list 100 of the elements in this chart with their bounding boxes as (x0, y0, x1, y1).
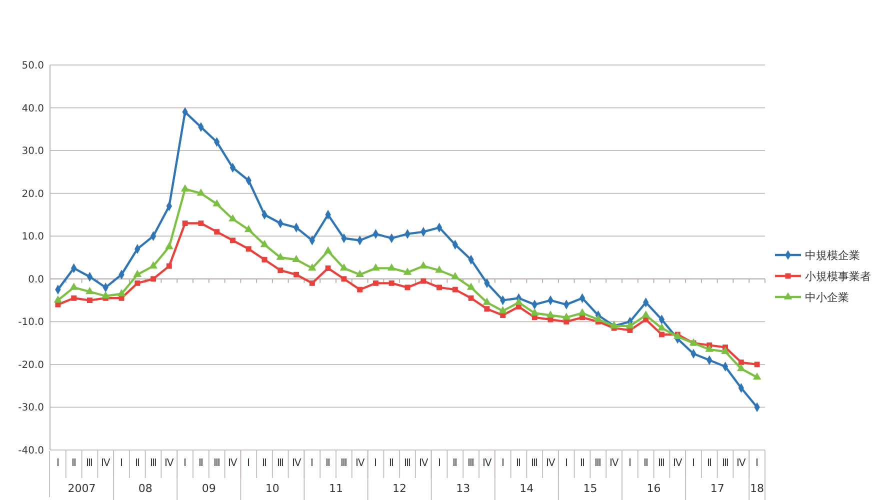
point (466, 282, 476, 290)
point (278, 268, 284, 274)
point (357, 286, 363, 292)
text: 11 (329, 482, 343, 495)
y-tick-label: 50.0 (22, 60, 44, 72)
point (642, 310, 650, 318)
x-tick-label: Ⅲ (213, 458, 220, 469)
x-tick-label: Ⅰ (501, 458, 504, 469)
point (388, 280, 394, 286)
x-tick-label: Ⅰ (247, 458, 250, 469)
point (372, 263, 380, 271)
point (54, 295, 62, 303)
point (514, 298, 523, 305)
point (196, 188, 206, 196)
x-tick-label: Ⅳ (736, 458, 747, 469)
point (101, 291, 110, 298)
point (325, 265, 331, 271)
point (86, 298, 92, 304)
x-tick-label: Ⅲ (150, 458, 157, 469)
x-tick-label: Ⅳ (101, 458, 112, 469)
point (341, 276, 347, 282)
point (435, 266, 444, 273)
point (133, 270, 142, 278)
point (610, 321, 618, 328)
point (244, 224, 253, 232)
y-tick-label: 0.0 (28, 274, 44, 286)
x-tick-label: Ⅳ (292, 458, 302, 469)
point (198, 220, 204, 226)
x-tick-label: Ⅲ (404, 458, 411, 469)
text: 18 (750, 482, 764, 495)
x-tick-label: Ⅲ (594, 458, 602, 469)
x-tick-label: Ⅱ (516, 458, 522, 469)
point (484, 306, 490, 312)
point (230, 238, 236, 244)
point (246, 246, 252, 252)
point (468, 295, 474, 301)
text: 08 (138, 482, 152, 495)
y-tick-label: -30.0 (18, 402, 44, 414)
point (182, 220, 188, 226)
point (294, 272, 300, 278)
x-tick-label: Ⅱ (134, 458, 140, 469)
point (752, 372, 762, 380)
x-tick-label: Ⅱ (262, 458, 267, 469)
point (292, 254, 300, 262)
point (165, 242, 174, 250)
x-tick-label: Ⅱ (326, 458, 331, 469)
point (436, 284, 442, 290)
point (705, 344, 714, 352)
x-tick-label: Ⅱ (198, 458, 204, 469)
point (214, 229, 220, 235)
x-tick-label: Ⅳ (546, 458, 556, 469)
point (594, 314, 602, 322)
point (658, 332, 664, 338)
x-tick-label: Ⅲ (86, 458, 94, 469)
point (452, 286, 458, 292)
point (737, 364, 746, 372)
text: 14 (520, 482, 534, 495)
x-tick-label: Ⅳ (355, 458, 366, 469)
y-tick-label: 30.0 (22, 146, 44, 158)
x-tick-label: Ⅳ (673, 458, 684, 469)
x-tick-label: Ⅳ (482, 458, 492, 469)
point (340, 263, 348, 271)
point (324, 246, 332, 254)
point (70, 282, 78, 290)
point (71, 295, 77, 301)
x-tick-label: Ⅱ (389, 458, 394, 469)
point (372, 280, 378, 286)
point (721, 346, 730, 354)
point (738, 360, 744, 366)
x-tick-label: Ⅰ (120, 458, 123, 469)
text: 2007 (68, 482, 96, 495)
point (498, 306, 507, 314)
x-tick-label: Ⅰ (310, 458, 314, 469)
text: 15 (583, 482, 598, 495)
point (308, 263, 316, 271)
point (117, 289, 126, 296)
x-tick-label: Ⅰ (756, 458, 759, 469)
point (180, 184, 190, 192)
x-tick-label: Ⅰ (374, 458, 378, 469)
text: 12 (392, 482, 407, 495)
x-tick-label: Ⅰ (564, 458, 568, 469)
x-tick-label: Ⅱ (580, 458, 585, 469)
point (562, 312, 571, 320)
point (546, 310, 555, 318)
point (134, 280, 140, 286)
x-tick-label: Ⅰ (692, 458, 695, 469)
x-tick-label: Ⅲ (658, 458, 666, 469)
point (658, 323, 666, 330)
text: 17 (710, 482, 724, 495)
y-tick-label: -20.0 (18, 360, 44, 371)
x-tick-label: Ⅲ (340, 458, 348, 469)
point (578, 308, 586, 316)
x-tick-label: Ⅳ (610, 458, 620, 469)
x-tick-label: Ⅰ (184, 458, 187, 469)
x-tick-label: Ⅳ (228, 458, 238, 469)
point (626, 321, 634, 328)
x-tick-label: Ⅱ (643, 458, 648, 469)
y-tick-label: -40.0 (18, 446, 44, 456)
point (212, 199, 221, 206)
x-tick-label: Ⅱ (706, 458, 712, 469)
